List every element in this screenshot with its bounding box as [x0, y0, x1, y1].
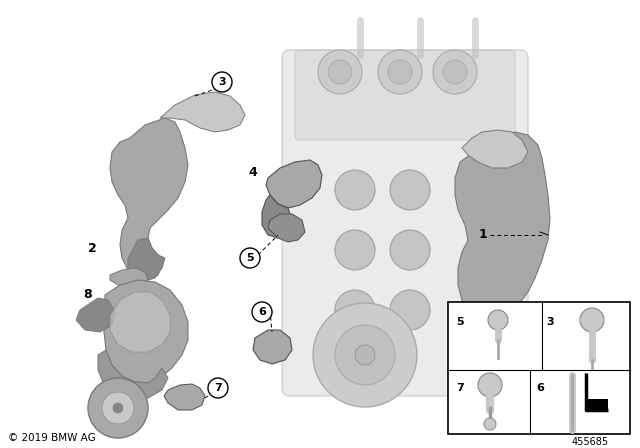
Bar: [448, 302, 630, 434]
Polygon shape: [98, 350, 168, 400]
FancyBboxPatch shape: [295, 50, 515, 140]
Circle shape: [318, 50, 362, 94]
Circle shape: [328, 60, 352, 84]
Text: 6: 6: [258, 307, 266, 317]
Polygon shape: [253, 330, 292, 364]
Circle shape: [313, 303, 417, 407]
Polygon shape: [160, 92, 245, 132]
Text: 2: 2: [88, 241, 97, 254]
Text: 3: 3: [218, 77, 226, 87]
Circle shape: [113, 403, 123, 413]
Circle shape: [240, 248, 260, 268]
FancyBboxPatch shape: [282, 50, 528, 396]
Text: 3: 3: [546, 317, 554, 327]
Circle shape: [335, 325, 395, 385]
Text: 455685: 455685: [572, 437, 609, 447]
Polygon shape: [128, 238, 165, 280]
Circle shape: [378, 50, 422, 94]
Circle shape: [478, 373, 502, 397]
Circle shape: [208, 378, 228, 398]
Polygon shape: [110, 292, 170, 352]
Polygon shape: [455, 132, 550, 320]
Polygon shape: [478, 310, 535, 365]
Text: 6: 6: [536, 383, 544, 393]
Polygon shape: [262, 195, 292, 238]
Circle shape: [488, 310, 508, 330]
Text: © 2019 BMW AG: © 2019 BMW AG: [8, 433, 96, 443]
Polygon shape: [268, 214, 305, 242]
Circle shape: [484, 418, 496, 430]
Polygon shape: [164, 384, 205, 410]
Text: 5: 5: [246, 253, 254, 263]
Polygon shape: [104, 280, 188, 383]
Text: 8: 8: [84, 289, 92, 302]
Circle shape: [443, 60, 467, 84]
Circle shape: [335, 170, 375, 210]
Circle shape: [88, 378, 148, 438]
Polygon shape: [586, 399, 608, 411]
Polygon shape: [266, 160, 322, 208]
Polygon shape: [110, 268, 148, 288]
Circle shape: [335, 230, 375, 270]
Circle shape: [335, 290, 375, 330]
Text: 4: 4: [248, 165, 257, 178]
Circle shape: [388, 60, 412, 84]
Circle shape: [433, 50, 477, 94]
Polygon shape: [110, 118, 188, 280]
Text: 5: 5: [456, 317, 464, 327]
Circle shape: [390, 230, 430, 270]
Polygon shape: [462, 130, 528, 168]
Circle shape: [390, 290, 430, 330]
Circle shape: [390, 170, 430, 210]
Text: 1: 1: [479, 228, 488, 241]
Circle shape: [580, 308, 604, 332]
Polygon shape: [76, 298, 115, 332]
Circle shape: [252, 302, 272, 322]
Circle shape: [355, 345, 375, 365]
Circle shape: [212, 72, 232, 92]
Circle shape: [102, 392, 134, 424]
Text: 7: 7: [214, 383, 222, 393]
Text: 7: 7: [456, 383, 464, 393]
